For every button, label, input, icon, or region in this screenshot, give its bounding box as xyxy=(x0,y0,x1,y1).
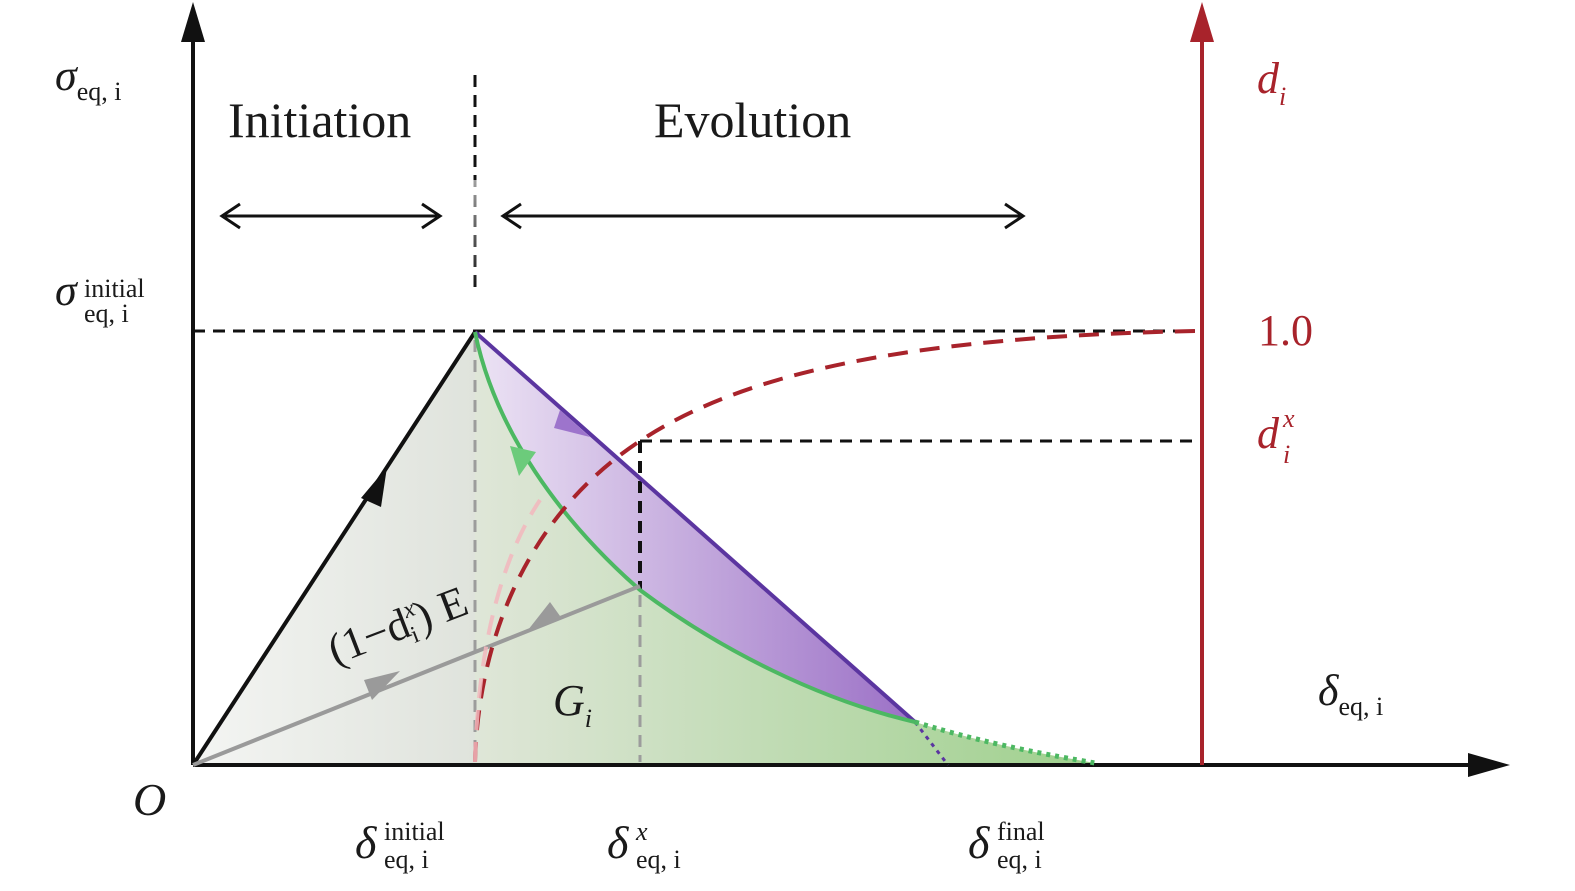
unloading-arrow xyxy=(528,602,560,630)
svg-text:eq, i: eq, i xyxy=(636,845,681,874)
damage-curve xyxy=(473,329,1196,763)
linear-softening-arrow xyxy=(554,410,590,437)
damage-x-label: d x i xyxy=(1257,404,1295,469)
exponential-softening-arrow xyxy=(510,446,536,476)
svg-text:eq, i: eq, i xyxy=(384,845,429,874)
svg-text:eq, i: eq, i xyxy=(84,299,129,328)
y-axis-label: σeq, i xyxy=(55,51,121,106)
energy-label: Gi xyxy=(553,676,592,733)
initiation-label: Initiation xyxy=(228,92,411,148)
svg-text:δ: δ xyxy=(968,817,990,868)
svg-text:initial: initial xyxy=(84,274,145,303)
linear-softening-tail xyxy=(913,721,950,766)
svg-text:σ: σ xyxy=(55,266,79,315)
damage-axis-arrow xyxy=(1190,2,1214,42)
x-axis-arrow xyxy=(1468,753,1510,777)
damage-axis-label: di xyxy=(1257,54,1286,111)
svg-text:final: final xyxy=(997,817,1045,846)
svg-text:x: x xyxy=(635,817,648,846)
damage-curve-lower-tint xyxy=(473,498,542,763)
svg-text:initial: initial xyxy=(384,817,445,846)
svg-text:eq, i: eq, i xyxy=(997,845,1042,874)
x-final-label: δ final eq, i xyxy=(968,817,1045,874)
origin-label: O xyxy=(133,774,166,825)
svg-text:δ: δ xyxy=(355,817,377,868)
reloading-arrow xyxy=(364,671,400,700)
unloading-line xyxy=(192,584,641,767)
y-initial-label: σ initial eq, i xyxy=(55,266,145,328)
svg-text:d: d xyxy=(1257,409,1280,458)
evolution-label: Evolution xyxy=(654,92,851,148)
svg-text:x: x xyxy=(1282,404,1295,433)
linear-softening-line xyxy=(473,330,917,724)
loading-arrow xyxy=(361,467,387,507)
svg-text:δ: δ xyxy=(607,817,629,868)
exponential-softening-curve xyxy=(473,331,916,724)
x-x-label: δ x eq, i xyxy=(607,817,681,874)
x-axis-label: δeq, i xyxy=(1318,666,1383,721)
svg-text:i: i xyxy=(1283,440,1290,469)
green-region xyxy=(475,332,1095,765)
exponential-softening-tail xyxy=(914,719,1096,766)
loading-line xyxy=(191,330,477,767)
y-axis-arrow xyxy=(181,2,205,42)
damage-max-label: 1.0 xyxy=(1258,306,1313,355)
x-initial-label: δ initial eq, i xyxy=(355,817,445,874)
